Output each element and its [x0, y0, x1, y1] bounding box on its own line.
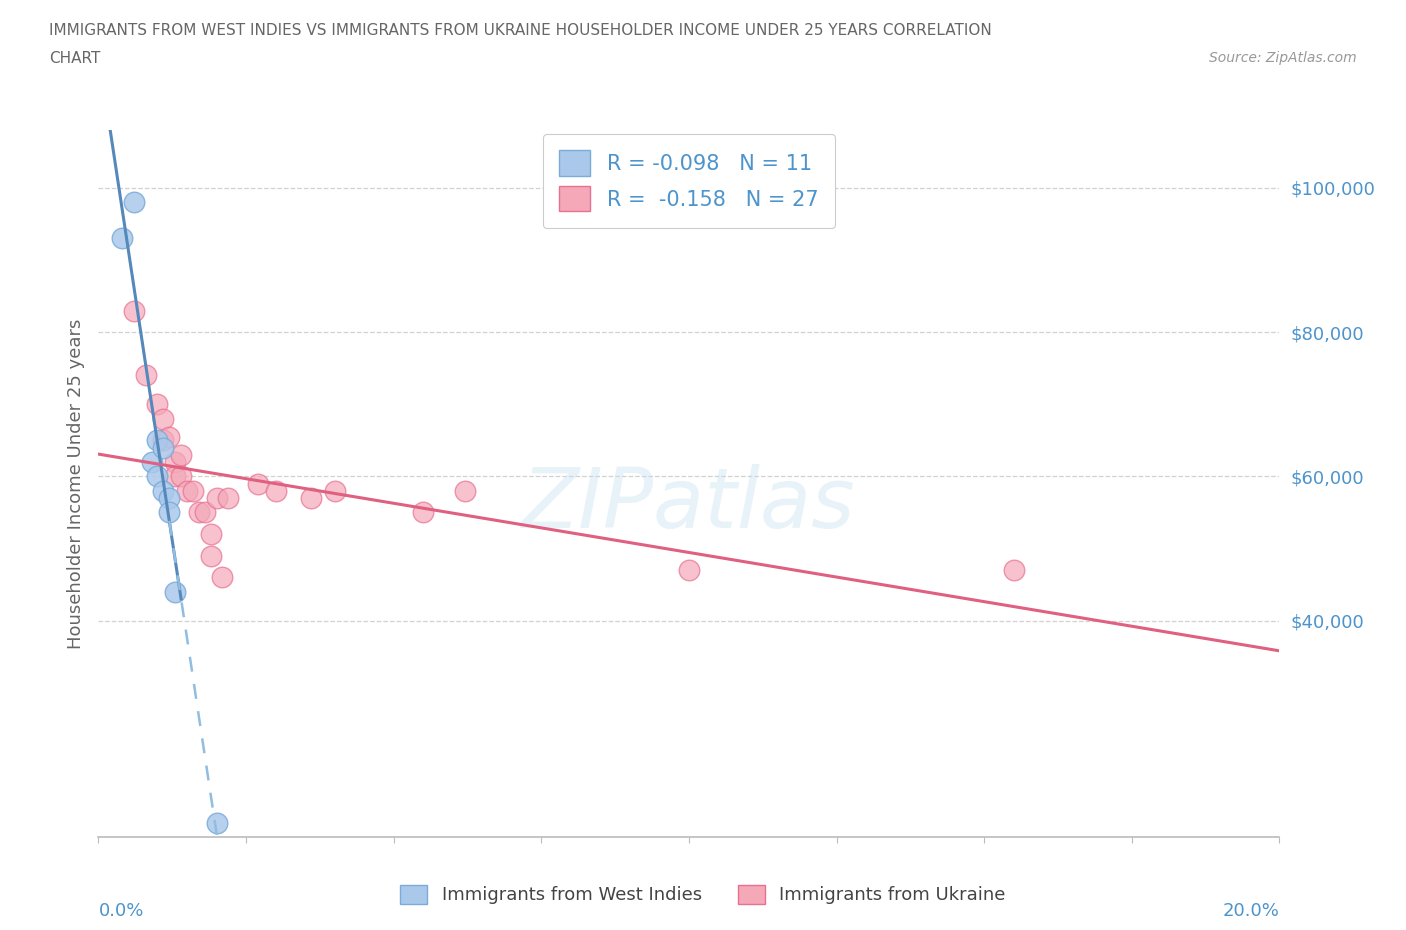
Point [246, 476, 269, 491]
Point [152, 432, 174, 447]
Point [211, 570, 233, 585]
Point [170, 469, 193, 484]
Point [176, 484, 198, 498]
Point [165, 584, 187, 599]
Y-axis label: Householder Income Under 25 years: Householder Income Under 25 years [66, 318, 84, 649]
Point [205, 815, 228, 830]
Point [205, 491, 228, 506]
Point [217, 491, 239, 506]
Text: Source: ZipAtlas.com: Source: ZipAtlas.com [1209, 51, 1357, 65]
Text: 0.0%: 0.0% [98, 902, 143, 920]
Point [170, 447, 193, 462]
Point [264, 484, 287, 498]
Point [200, 549, 222, 564]
Legend: R = -0.098   N = 11, R =  -0.158   N = 27: R = -0.098 N = 11, R = -0.158 N = 27 [543, 134, 835, 228]
Point [181, 484, 204, 498]
Point [146, 469, 169, 484]
Point [157, 430, 180, 445]
Point [412, 505, 434, 520]
Point [111, 231, 134, 246]
Point [146, 397, 169, 412]
Point [165, 455, 187, 470]
Point [194, 505, 217, 520]
Legend: Immigrants from West Indies, Immigrants from Ukraine: Immigrants from West Indies, Immigrants … [392, 878, 1014, 911]
Point [152, 440, 174, 455]
Text: 20.0%: 20.0% [1223, 902, 1279, 920]
Point [157, 491, 180, 506]
Point [152, 411, 174, 426]
Point [152, 484, 174, 498]
Text: CHART: CHART [49, 51, 101, 66]
Point [146, 432, 169, 447]
Point [187, 505, 209, 520]
Point [157, 505, 180, 520]
Point [299, 491, 322, 506]
Point [323, 484, 346, 498]
Point [453, 484, 475, 498]
Point [1002, 563, 1025, 578]
Point [122, 195, 145, 210]
Point [165, 469, 187, 484]
Text: IMMIGRANTS FROM WEST INDIES VS IMMIGRANTS FROM UKRAINE HOUSEHOLDER INCOME UNDER : IMMIGRANTS FROM WEST INDIES VS IMMIGRANT… [49, 23, 993, 38]
Text: ZIPatlas: ZIPatlas [522, 464, 856, 545]
Point [678, 563, 700, 578]
Point [135, 368, 157, 383]
Point [200, 526, 222, 541]
Point [122, 303, 145, 318]
Point [141, 455, 163, 470]
